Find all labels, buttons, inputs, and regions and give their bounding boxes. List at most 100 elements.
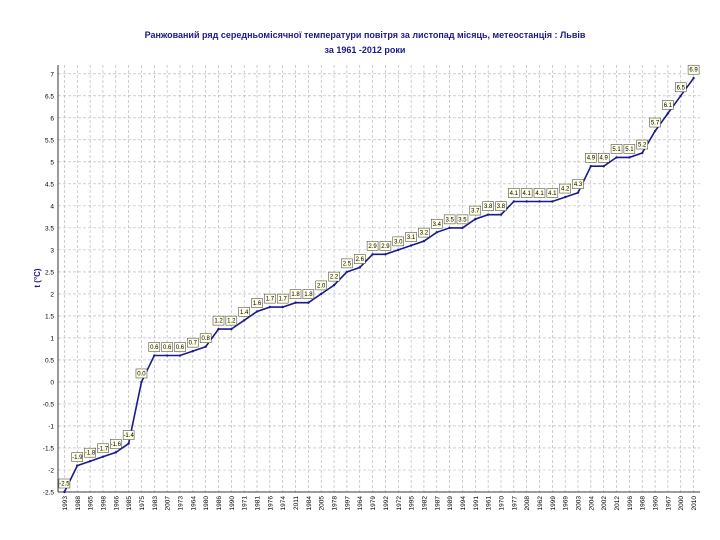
data-label-box — [623, 144, 636, 154]
data-label-box — [341, 258, 353, 269]
data-point — [563, 195, 567, 199]
data-label-box — [597, 152, 610, 163]
x-tick-label: 1985 — [126, 496, 133, 511]
data-label-box — [662, 100, 674, 110]
x-tick-label: 1964 — [357, 496, 364, 511]
data-label-text: 1.2 — [227, 319, 236, 325]
data-label: 2.6 — [353, 254, 366, 264]
x-tick-label: 2011 — [293, 496, 300, 510]
data-label-text: 2.2 — [330, 275, 339, 281]
data-label: 4.1 — [533, 188, 546, 198]
data-label: -1.4 — [122, 430, 135, 440]
data-label-box — [199, 333, 212, 343]
data-point — [679, 94, 682, 98]
data-label: 5.1 — [610, 144, 623, 154]
y-tick-label: 2 — [50, 291, 54, 298]
x-tick-label: 1994 — [460, 496, 467, 511]
data-label-box — [174, 342, 186, 352]
data-label-box — [353, 254, 366, 264]
data-point — [435, 231, 438, 234]
x-tick-label: 1976 — [267, 496, 274, 511]
x-tick-label: 1987 — [434, 496, 441, 511]
data-label: -1.7 — [97, 443, 109, 454]
data-point — [230, 327, 233, 331]
data-label: 3.1 — [405, 232, 417, 242]
data-point — [358, 266, 361, 269]
y-tick-label: -0.5 — [43, 401, 55, 408]
series-line — [63, 77, 695, 493]
data-label-text: 4.1 — [535, 191, 544, 197]
data-label: -1.8 — [84, 447, 96, 458]
data-point — [332, 283, 336, 287]
data-point — [371, 253, 374, 256]
data-label: 0.6 — [148, 342, 161, 352]
data-point — [217, 327, 220, 331]
y-tick-label: 6 — [50, 115, 54, 122]
x-tick-label: 2000 — [678, 496, 685, 511]
data-label: 0.6 — [161, 342, 173, 352]
data-point — [255, 310, 259, 313]
y-tick-label: -2 — [48, 467, 54, 474]
y-tick-label: 1 — [50, 335, 54, 342]
data-point — [384, 253, 387, 256]
data-point — [422, 239, 426, 243]
data-label-text: -1.4 — [123, 433, 134, 439]
data-label-text: -1.9 — [72, 455, 83, 461]
data-label: -1.9 — [71, 452, 83, 462]
data-point — [538, 200, 541, 203]
data-point — [127, 442, 130, 445]
data-label-box — [110, 439, 122, 449]
data-label: 6.9 — [687, 64, 700, 75]
x-tick-label: 1991 — [473, 496, 480, 511]
x-tick-label: 1993 — [62, 496, 69, 511]
y-tick-label: 6.5 — [45, 93, 54, 100]
data-label-box — [328, 271, 340, 282]
y-tick-label: 0.5 — [45, 357, 54, 364]
data-label: 2.2 — [328, 271, 340, 282]
data-label: 1.7 — [276, 293, 289, 304]
data-point — [525, 200, 528, 203]
data-label: 3.5 — [443, 214, 456, 225]
data-label-box — [161, 342, 173, 352]
data-label-text: 5.2 — [638, 143, 647, 149]
data-label-box — [585, 152, 597, 163]
data-label: 2.5 — [341, 258, 353, 269]
data-label: 2.9 — [379, 241, 392, 251]
data-label-box — [122, 430, 135, 440]
data-label-box — [469, 205, 482, 216]
data-label-text: 4.3 — [574, 182, 583, 188]
data-label: 0.6 — [174, 342, 186, 352]
data-label-text: -1.7 — [98, 446, 109, 452]
data-label: 4.1 — [520, 188, 533, 198]
y-tick-label: 7 — [50, 71, 54, 78]
data-label: 0.8 — [199, 333, 212, 343]
data-label: 3.8 — [482, 201, 494, 211]
x-tick-label: 2007 — [165, 496, 172, 511]
data-label-text: 1.8 — [291, 292, 300, 298]
data-point — [692, 77, 695, 80]
data-point — [589, 165, 593, 168]
data-label-text: 1.7 — [266, 297, 275, 303]
x-tick-label: 1983 — [152, 496, 159, 511]
x-tick-label: 1998 — [100, 496, 107, 511]
x-tick-label: 1970 — [498, 496, 505, 511]
data-label-text: 3.2 — [420, 231, 429, 237]
data-label: 1.8 — [302, 289, 315, 299]
data-label-box — [649, 117, 661, 128]
x-tick-label: 1969 — [563, 496, 570, 511]
y-tick-label: 5 — [50, 159, 54, 166]
data-label: 2.0 — [315, 280, 327, 291]
data-point — [641, 151, 644, 155]
data-label-text: 3.1 — [407, 235, 416, 241]
data-label-text: 4.1 — [548, 191, 557, 197]
data-point — [551, 200, 554, 203]
data-label: 4.3 — [572, 179, 584, 189]
data-label-text: 6.9 — [689, 68, 698, 74]
data-label-text: 1.4 — [240, 310, 249, 316]
data-point — [320, 292, 323, 296]
data-label-text: 3.4 — [433, 222, 442, 228]
data-label-box — [443, 214, 456, 225]
data-label-text: 3.8 — [497, 204, 506, 210]
data-point — [114, 451, 117, 454]
data-label: 1.4 — [238, 307, 250, 317]
